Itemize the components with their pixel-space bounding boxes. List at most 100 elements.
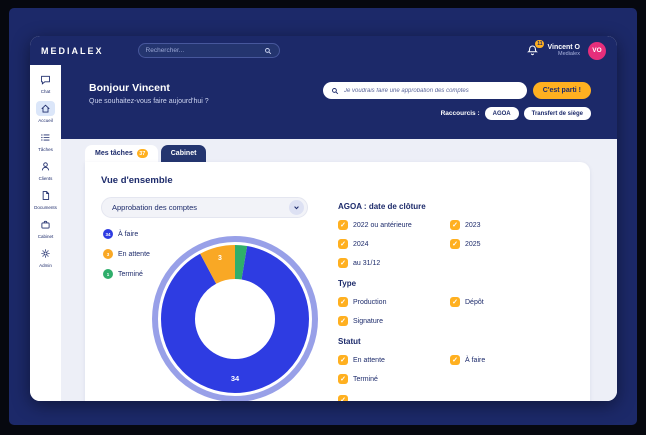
donut-outer-ring [152,236,318,401]
checkbox-checked-icon[interactable] [338,220,348,230]
filter-option[interactable]: Dépôt [450,297,574,307]
notification-badge: 11 [535,40,545,48]
filter-option[interactable]: 2022 ou antérieure [338,220,450,230]
filter-option[interactable]: À faire [450,355,574,365]
donut-segment[interactable] [161,245,309,393]
legend-badge: 1 [103,269,113,279]
checkbox-checked-icon[interactable] [338,239,348,249]
chat-icon [36,72,55,87]
legend-item-termine[interactable]: 1 Terminé [103,269,150,279]
hero-search-placeholder: Je voudrais faire une approbation des co… [344,87,469,94]
sidebar-item-clients[interactable]: Clients [30,159,61,181]
sidebar-item-label: Documents [34,205,57,210]
filter-section-statut: Statut En attente À faire [338,337,574,384]
chevron-down-icon [289,200,304,215]
checkbox-checked-icon[interactable] [338,374,348,384]
sidebar-item-taches[interactable]: Tâches [30,130,61,152]
avatar[interactable]: VO [588,41,606,60]
donut-value-a-faire: 34 [230,374,240,383]
filter-option[interactable]: 2024 [338,239,450,249]
filter-section-agoa: AGOA : date de clôture 2022 ou antérieur… [338,202,574,268]
shortcuts-row: Raccourcis : AGOA Transfert de siège [323,107,591,120]
tab-cabinet[interactable]: Cabinet [160,145,207,162]
donut-value-en-attente: 3 [218,255,222,262]
hero-greeting-block: Bonjour Vincent Que souhaitez-vous faire… [89,82,209,131]
chart-zone: 34 À faire 3 En attente 1 Terminé [101,225,338,401]
process-filter-dropdown[interactable]: Approbation des comptes [101,197,308,218]
sidebar-item-label: Tâches [38,147,53,152]
sidebar: Chat Accueil Tâches Clients Documents [30,65,61,401]
shortcut-agoa-button[interactable]: AGOA [484,107,519,120]
hero-search-input[interactable]: Je voudrais faire une approbation des co… [323,82,527,99]
checkbox-checked-icon[interactable] [338,316,348,326]
legend-item-en-attente[interactable]: 3 En attente [103,249,150,259]
tab-label: Cabinet [170,150,197,157]
notifications-button[interactable]: 11 [526,40,545,57]
search-icon [332,87,339,94]
tasks-icon [36,130,55,145]
shortcut-transfert-button[interactable]: Transfert de siège [523,107,591,120]
chart-column: Approbation des comptes 34 À faire [101,197,338,401]
filter-section-type: Type Production Dépôt [338,279,574,326]
legend-badge: 34 [103,229,113,239]
donut-segment[interactable] [161,245,309,393]
topbar-search-input[interactable]: Rechercher... [137,43,280,58]
filter-option[interactable]: au 31/12 [338,258,450,268]
user-menu[interactable]: Vincent O Medialex [547,44,580,57]
tab-label: Mes tâches [95,150,133,157]
start-button[interactable]: C'est parti ! [532,82,591,99]
donut-chart[interactable]: 34 3 [149,233,321,401]
user-name: Vincent O [547,44,580,51]
topbar-right: 11 Vincent O Medialex VO [526,40,606,60]
filter-option[interactable]: Terminé [338,374,450,384]
sidebar-item-documents[interactable]: Documents [30,188,61,210]
sidebar-item-label: Accueil [38,118,53,123]
filter-option[interactable]: Signature [338,316,450,326]
checkbox-checked-icon[interactable] [338,297,348,307]
filter-option[interactable]: 2023 [450,220,574,230]
filter-option-partial[interactable] [338,395,574,401]
chart-legend: 34 À faire 3 En attente 1 Terminé [103,229,150,289]
checkbox-checked-icon[interactable] [450,297,460,307]
checkbox-checked-icon[interactable] [450,239,460,249]
hero-banner: Bonjour Vincent Que souhaitez-vous faire… [61,65,617,139]
checkbox-checked-icon[interactable] [450,220,460,230]
overview-card: Vue d'ensemble Approbation des comptes 3… [85,162,590,401]
filter-option[interactable]: Production [338,297,450,307]
tabs-bar: Mes tâches 37 Cabinet [85,145,207,162]
legend-item-a-faire[interactable]: 34 À faire [103,229,150,239]
checkbox-checked-icon[interactable] [338,355,348,365]
clients-icon [36,159,55,174]
legend-badge: 3 [103,249,113,259]
sidebar-item-label: Chat [40,89,51,94]
search-icon [264,47,271,54]
checkbox-checked-icon[interactable] [450,355,460,365]
tab-mes-taches[interactable]: Mes tâches 37 [85,145,158,162]
hero-actions: Je voudrais faire une approbation des co… [323,82,591,131]
sidebar-item-accueil[interactable]: Accueil [30,101,61,123]
topbar: MEDIALEX Rechercher... 11 Vincent O Medi… [30,36,617,65]
sidebar-item-label: Admin [39,263,52,268]
app-window: MEDIALEX Rechercher... 11 Vincent O Medi… [30,36,617,401]
dropdown-selected-value: Approbation des comptes [112,203,198,212]
sidebar-item-chat[interactable]: Chat [30,72,61,94]
topbar-search-placeholder: Rechercher... [145,47,185,54]
brand-logo[interactable]: MEDIALEX [41,45,104,56]
shortcuts-label: Raccourcis : [440,110,480,117]
task-count-badge: 37 [136,149,148,158]
sidebar-item-cabinet[interactable]: Cabinet [30,217,61,239]
filters-column: AGOA : date de clôture 2022 ou antérieur… [338,197,574,401]
gear-icon [36,246,55,261]
checkbox-checked-icon[interactable] [338,395,348,401]
checkbox-checked-icon[interactable] [338,258,348,268]
documents-icon [36,188,55,203]
bell-icon [527,45,539,56]
user-organization: Medialex [557,51,580,57]
filter-option[interactable]: En attente [338,355,450,365]
sidebar-item-label: Cabinet [37,234,54,239]
home-icon [36,101,55,116]
filter-option[interactable]: 2025 [450,239,574,249]
sidebar-item-label: Clients [38,176,53,181]
card-title: Vue d'ensemble [101,175,173,186]
sidebar-item-admin[interactable]: Admin [30,246,61,268]
